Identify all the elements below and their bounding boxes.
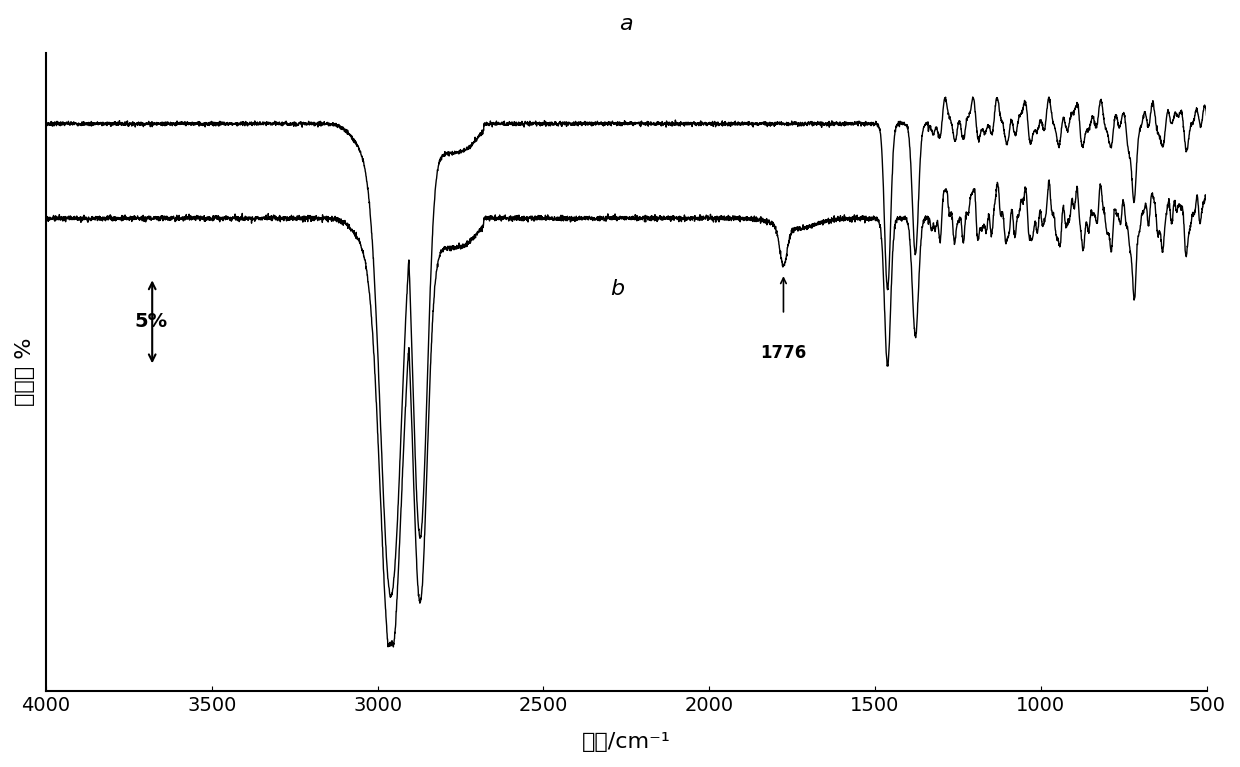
Text: a: a (620, 14, 634, 34)
Text: 5%: 5% (134, 312, 167, 331)
Text: b: b (610, 279, 624, 299)
Text: 1776: 1776 (760, 344, 806, 362)
X-axis label: 波长/cm⁻¹: 波长/cm⁻¹ (582, 732, 671, 752)
Y-axis label: 透过率 %: 透过率 % (15, 337, 35, 407)
